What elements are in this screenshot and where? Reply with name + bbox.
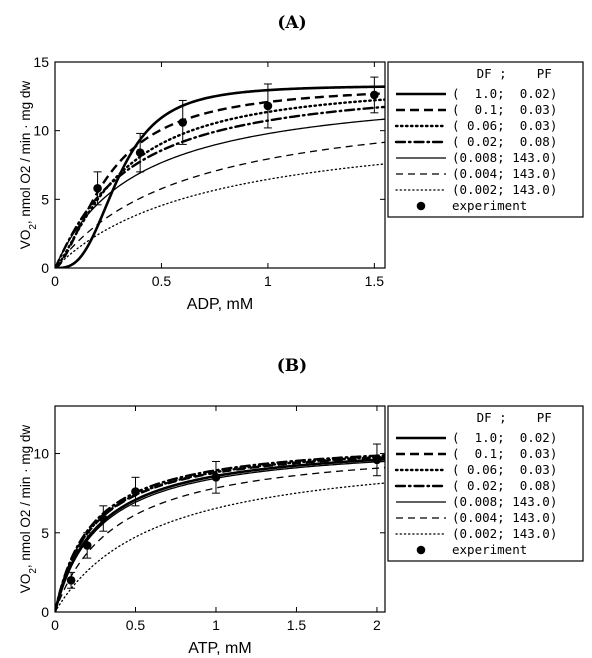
experiment-point [131, 487, 140, 496]
experiment-point [372, 455, 382, 465]
series-line-6 [55, 141, 385, 268]
panel-b-legend-header: DF ; PF [454, 410, 552, 425]
series-line-3 [55, 98, 385, 268]
series-line-2 [55, 92, 385, 268]
panel-b-title: (B) [277, 356, 307, 376]
panel-a-experiment-points [93, 76, 379, 206]
legend-label-2: ( 0.1; 0.03) [452, 446, 557, 461]
legend-experiment-label: experiment [452, 542, 527, 557]
panel-b-experiment-points [66, 443, 382, 589]
x-tick-label: 2 [373, 617, 381, 633]
panel-b-plot-frame [54, 405, 386, 613]
x-tick-label: 1 [212, 617, 220, 633]
experiment-point [98, 514, 108, 523]
legend-label-5: (0.008; 143.0) [452, 494, 557, 509]
legend-label-1: ( 1.0; 0.02) [452, 430, 557, 445]
y-tick-label: 10 [33, 123, 49, 139]
x-tick-label: 1.5 [287, 617, 307, 633]
legend-label-3: ( 0.06; 0.03) [452, 118, 557, 133]
series-line-1 [55, 85, 385, 268]
y-tick-label: 0 [41, 260, 49, 276]
x-tick-label: 1 [264, 273, 272, 289]
x-tick-label: 0 [51, 617, 59, 633]
series-line-3 [55, 455, 385, 612]
series-line-5 [55, 118, 385, 268]
panel-b-xlabel: ATP, mM [188, 640, 251, 657]
panel-a-legend-box [387, 61, 584, 218]
panel-a-curves [55, 85, 385, 268]
panel-b-ylabel: VO2, nmol O2 / min · mg dw [18, 425, 39, 594]
legend-label-4: ( 0.02; 0.08) [452, 134, 557, 149]
x-tick-label: 0.5 [126, 617, 146, 633]
legend-label-1: ( 1.0; 0.02) [452, 86, 557, 101]
panel-a-legend-header: DF ; PF [454, 66, 552, 81]
series-line-4 [55, 105, 385, 268]
legend-label-6: (0.004; 143.0) [452, 166, 557, 181]
y-tick-label: 15 [33, 54, 49, 70]
experiment-point [263, 101, 273, 111]
experiment-point [370, 90, 379, 100]
panel-b: (B) 0 0.5 1 1.5 2 0 5 10 ATP, mM VO2, nmol O2 /… [18, 356, 584, 657]
legend-label-7: (0.002; 143.0) [452, 526, 557, 541]
y-tick-label: 10 [33, 446, 49, 462]
panel-b-legend: DF ; PF ( 1.0; 0.02)( 0.1; 0.03)( 0.06; … [387, 405, 584, 562]
legend-label-3: ( 0.06; 0.03) [452, 462, 557, 477]
series-line-6 [55, 466, 385, 612]
panel-b-legend-box [387, 405, 584, 562]
experiment-point [135, 148, 145, 157]
experiment-point [211, 473, 221, 482]
legend-label-5: (0.008; 143.0) [452, 150, 557, 165]
series-line-1 [55, 458, 385, 612]
y-tick-label: 0 [41, 604, 49, 620]
series-line-5 [55, 460, 385, 612]
panel-a-ylabel: VO2, nmol O2 / min · mg dw [18, 81, 39, 250]
panel-a-xlabel: ADP, mM [187, 296, 253, 313]
panel-b-legend-entries: ( 1.0; 0.02)( 0.1; 0.03)( 0.06; 0.03)( 0… [394, 430, 557, 557]
panel-b-ticks: 0 0.5 1 1.5 2 0 5 10 [33, 406, 385, 633]
panel-a-title: (A) [277, 13, 306, 33]
experiment-point [66, 576, 76, 585]
legend-label-7: (0.002; 143.0) [452, 182, 557, 197]
y-tick-label: 5 [41, 525, 49, 541]
legend-experiment-marker [416, 201, 426, 211]
legend-label-2: ( 0.1; 0.03) [452, 102, 557, 117]
series-line-2 [55, 456, 385, 612]
legend-label-4: ( 0.02; 0.08) [452, 478, 557, 493]
x-tick-label: 1.5 [365, 273, 385, 289]
legend-experiment-label: experiment [452, 198, 527, 213]
panel-a-legend: DF ; PF ( 1.0; 0.02)( 0.1; 0.03)( 0.06; … [387, 61, 584, 218]
legend-experiment-marker [416, 545, 426, 555]
panel-a: (A) 0 0.5 1 1.5 0 5 10 15 ADP, mM VO2, nmol O2 … [18, 13, 584, 313]
panel-a-legend-entries: ( 1.0; 0.02)( 0.1; 0.03)( 0.06; 0.03)( 0… [394, 86, 557, 213]
series-line-7 [55, 482, 385, 612]
legend-label-6: (0.004; 143.0) [452, 510, 557, 525]
x-tick-label: 0.5 [152, 273, 172, 289]
series-line-7 [55, 163, 385, 268]
panel-a-plot-frame [54, 61, 386, 269]
series-line-4 [55, 454, 385, 612]
experiment-point [82, 541, 92, 550]
y-tick-label: 5 [41, 191, 49, 207]
experiment-point [178, 118, 188, 127]
panel-a-ticks: 0 0.5 1 1.5 0 5 10 15 [33, 54, 385, 289]
experiment-point [93, 184, 102, 193]
x-tick-label: 0 [51, 273, 59, 289]
